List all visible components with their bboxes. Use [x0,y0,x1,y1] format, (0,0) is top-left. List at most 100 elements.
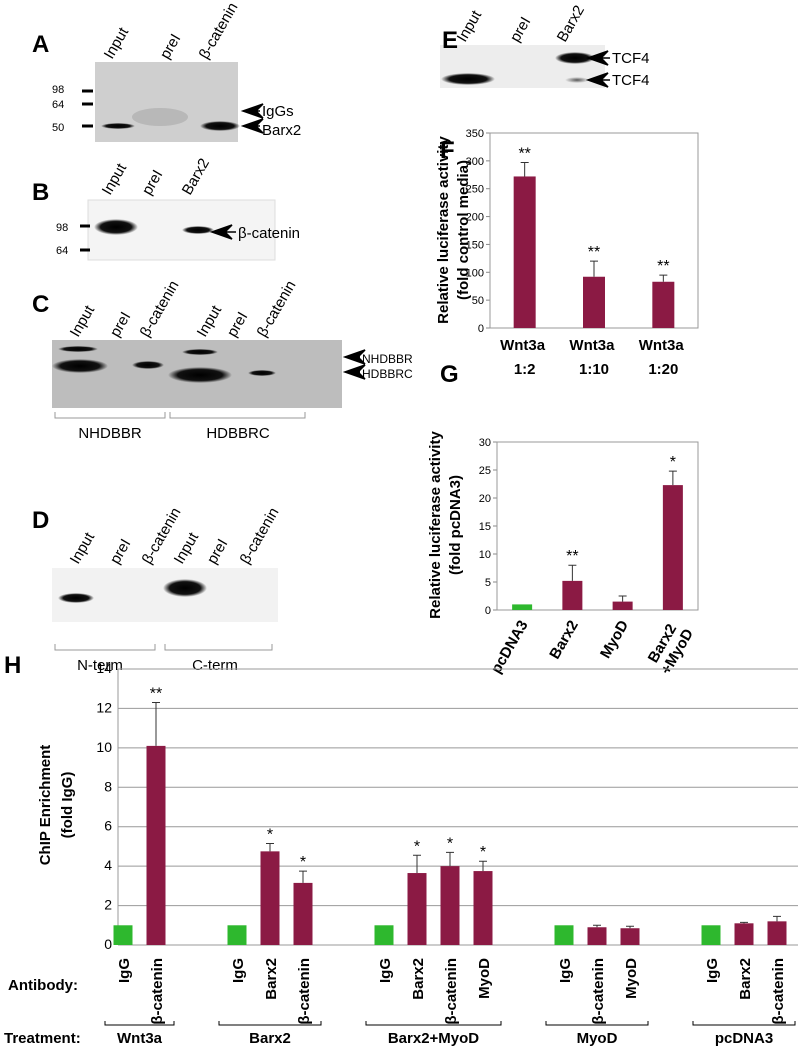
x-tick-label: IgG [557,958,574,983]
group-bracket [104,1021,175,1026]
bar [662,485,683,610]
lane-label: β-catenin [254,278,300,340]
y-tick-label: 6 [104,818,112,834]
error-bar [266,842,274,852]
x-tick-label: MyoD [623,958,640,999]
bar [146,745,166,945]
y-tick-label: 30 [479,437,491,449]
y-tick-label: 150 [466,239,484,251]
group-label: Barx2+MyoD [388,1030,479,1047]
panel-letter: D [32,507,49,534]
lane-label: Barx2 [554,3,588,45]
y-tick-label: 0 [478,323,484,335]
error-bar [618,595,627,602]
y-tick-label: 100 [466,267,484,279]
band [163,579,207,597]
y-tick-label: 200 [466,212,484,224]
error-bar [446,851,454,867]
group-label: C-term [192,657,238,674]
band [58,346,98,352]
band [58,593,94,603]
lane-label: β-catenin [137,278,183,340]
x-tick-label: IgG [116,958,133,983]
lane-label: Barx2 [179,156,213,198]
bar [554,925,574,945]
annotation: ** [657,258,669,275]
y-axis-label: (fold control media) [455,160,472,300]
y-tick-label: 350 [466,128,484,140]
x-tick-label: Barx2 +MyoD [643,617,697,677]
band [132,108,188,126]
plot-frame [496,441,699,611]
panel-letter: B [32,179,49,206]
arrow [342,349,366,365]
panel-letter: E [442,27,458,54]
annotation: * [447,835,453,852]
lane-label: Input [194,302,226,340]
lane-label: Input [454,7,486,45]
y-tick-label: 0 [104,936,112,952]
annotation: ** [518,146,530,163]
lane-label: β-catenin [196,0,242,62]
x-tick-label: β-catenin [443,958,460,1025]
error-bar [773,915,781,922]
marker-label: 64 [52,99,64,111]
arrow [240,118,264,134]
error-bar [413,854,421,874]
arrow [585,72,610,88]
group-bracket [54,644,156,651]
y-tick-label: 5 [485,577,491,589]
marker-label: 64 [56,245,68,257]
arrow [240,103,264,119]
bar [512,604,533,610]
row-label: Antibody: [8,977,78,994]
bar [701,925,721,945]
band [182,349,218,355]
x-tick-label: MyoD [476,958,493,999]
y-tick-label: 10 [479,549,491,561]
lane-label: β-catenin [237,505,283,567]
error-bar [659,274,668,282]
x-tick-label: β-catenin [590,958,607,1025]
bar [113,925,133,945]
x-tick-label: IgG [230,958,247,983]
bar [767,921,787,945]
x-tick-label: pcDNA3 [488,618,532,677]
band [182,226,214,234]
group-bracket [169,412,306,419]
annotation: ** [150,686,162,703]
error-bar [668,470,677,486]
group-bracket [365,1021,502,1026]
y-tick-label: 20 [479,493,491,505]
annotation: * [267,826,273,843]
lane-label: Input [171,529,203,567]
band [101,123,135,129]
band-label: TCF4 [612,50,650,67]
lane-label: Input [67,302,99,340]
bar [587,927,607,945]
group-bracket [692,1021,796,1026]
y-tick-label: 25 [479,465,491,477]
band [441,73,495,85]
bar [374,925,394,945]
error-bar [299,870,307,883]
lane-label: preI [507,14,535,45]
error-bar [520,162,529,177]
x-tick-label: MyoD [597,617,632,661]
bar [227,925,247,945]
y-axis-label: ChIP Enrichment [37,745,54,866]
x-tick-label: β-catenin [770,958,787,1025]
band-label: Barx2 [262,122,301,139]
bar [734,923,754,945]
y-axis-label: Relative luciferase activity [435,136,452,324]
group-label: N-term [77,657,123,674]
bar [473,871,493,945]
row-label: Treatment: [4,1030,81,1047]
y-tick-label: 15 [479,521,491,533]
x-tick-label: Wnt3a 1:20 [639,337,688,378]
x-tick-label: IgG [377,958,394,983]
y-tick-label: 14 [96,660,112,676]
group-label: NHDBBR [78,425,142,442]
bar [513,176,536,328]
y-axis-label: Relative luciferase activity [427,431,444,619]
